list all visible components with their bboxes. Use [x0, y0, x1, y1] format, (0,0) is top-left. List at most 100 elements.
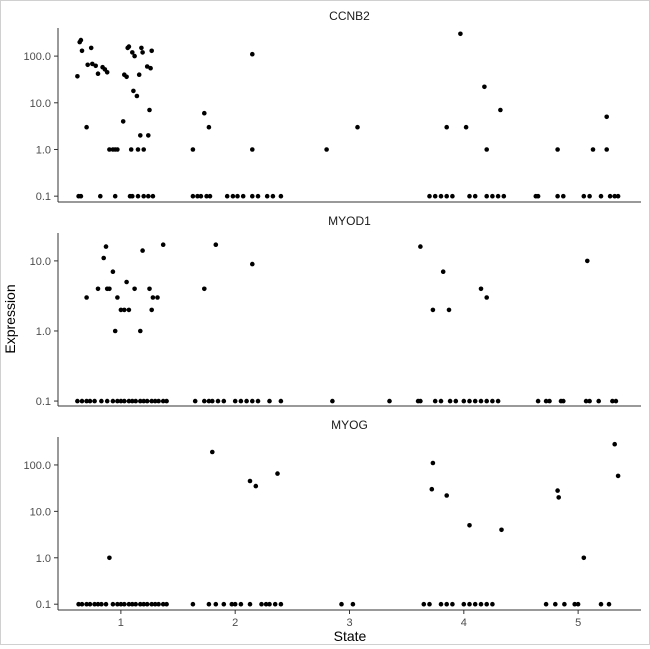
data-point [501, 193, 507, 199]
data-point [152, 601, 158, 607]
data-point [149, 48, 154, 54]
data-point [221, 601, 227, 607]
data-point [253, 483, 259, 489]
data-point [587, 398, 592, 404]
panel-myog: MYOG 0.1 1.0 10.0 100.0 [23, 418, 641, 611]
data-point [484, 193, 490, 199]
data-point [339, 601, 344, 607]
data-point [160, 601, 166, 607]
data-point [126, 307, 132, 313]
data-point [447, 398, 453, 404]
data-point [202, 398, 207, 404]
data-point [93, 63, 98, 69]
data-point [164, 398, 169, 404]
data-point [149, 398, 154, 404]
data-point [450, 193, 455, 199]
data-point [613, 398, 619, 404]
data-point [84, 601, 89, 607]
data-point [553, 601, 558, 607]
data-point [84, 124, 89, 130]
data-point [615, 473, 621, 479]
data-point [75, 398, 80, 404]
data-point [264, 193, 270, 199]
data-point [467, 398, 472, 404]
data-point [115, 147, 120, 152]
data-point [250, 193, 255, 199]
data-point [430, 460, 436, 466]
y-tick-label: 1.0 [36, 144, 51, 156]
data-point [213, 242, 219, 247]
data-point [150, 193, 156, 199]
data-point [250, 261, 255, 267]
data-point [247, 478, 253, 484]
data-point [213, 601, 219, 607]
data-point [135, 147, 141, 152]
data-point [561, 193, 566, 199]
data-point [107, 286, 112, 292]
data-point [499, 527, 504, 533]
data-point [110, 601, 116, 607]
data-point [140, 248, 145, 253]
data-point [259, 601, 264, 607]
y-tick-label: 10.0 [30, 98, 51, 110]
data-point [122, 307, 127, 313]
data-point [263, 601, 269, 607]
data-point [421, 601, 427, 607]
data-point [490, 398, 495, 404]
data-point [482, 84, 487, 90]
data-point [164, 601, 169, 607]
data-point [495, 398, 501, 404]
data-point [444, 493, 450, 498]
data-point [438, 601, 444, 607]
data-point [92, 601, 97, 607]
data-point [95, 71, 101, 76]
y-tick-label: 0.1 [36, 191, 51, 203]
data-point [115, 601, 120, 607]
data-point [324, 147, 329, 152]
data-point [543, 398, 549, 404]
data-point [490, 193, 495, 199]
data-point [278, 398, 284, 404]
data-point [267, 601, 272, 607]
y-tick-label: 0.1 [36, 599, 51, 611]
data-point [112, 193, 118, 199]
data-point [612, 441, 617, 447]
data-point [330, 398, 335, 404]
data-point [555, 193, 560, 199]
data-point [130, 50, 135, 55]
data-point [440, 269, 446, 275]
data-point [115, 398, 120, 404]
data-point [87, 398, 93, 404]
data-point [484, 398, 490, 404]
data-point [92, 398, 97, 404]
data-point [467, 601, 472, 607]
data-point [240, 193, 246, 199]
data-point [192, 398, 198, 404]
data-point [472, 398, 478, 404]
x-tick-label: 2 [232, 617, 238, 629]
data-point [350, 601, 356, 607]
data-point [610, 398, 615, 404]
data-point [135, 193, 141, 199]
data-point [221, 398, 227, 404]
data-point [438, 398, 444, 404]
data-point [278, 193, 284, 199]
facet-title: MYOD1 [328, 214, 371, 228]
data-point [255, 193, 261, 199]
data-point [90, 61, 95, 67]
data-point [478, 286, 484, 292]
data-point [604, 147, 609, 152]
data-point [110, 269, 116, 275]
data-point [581, 555, 587, 561]
y-tick-label: 100.0 [23, 460, 51, 472]
data-point [418, 398, 423, 404]
data-point [467, 523, 472, 528]
data-point [427, 193, 432, 199]
data-point [138, 328, 143, 334]
data-point [215, 398, 221, 404]
data-point [429, 486, 435, 492]
data-point [139, 45, 144, 51]
data-point [596, 398, 601, 404]
data-point [133, 398, 138, 404]
y-tick-label: 10.0 [30, 506, 51, 518]
